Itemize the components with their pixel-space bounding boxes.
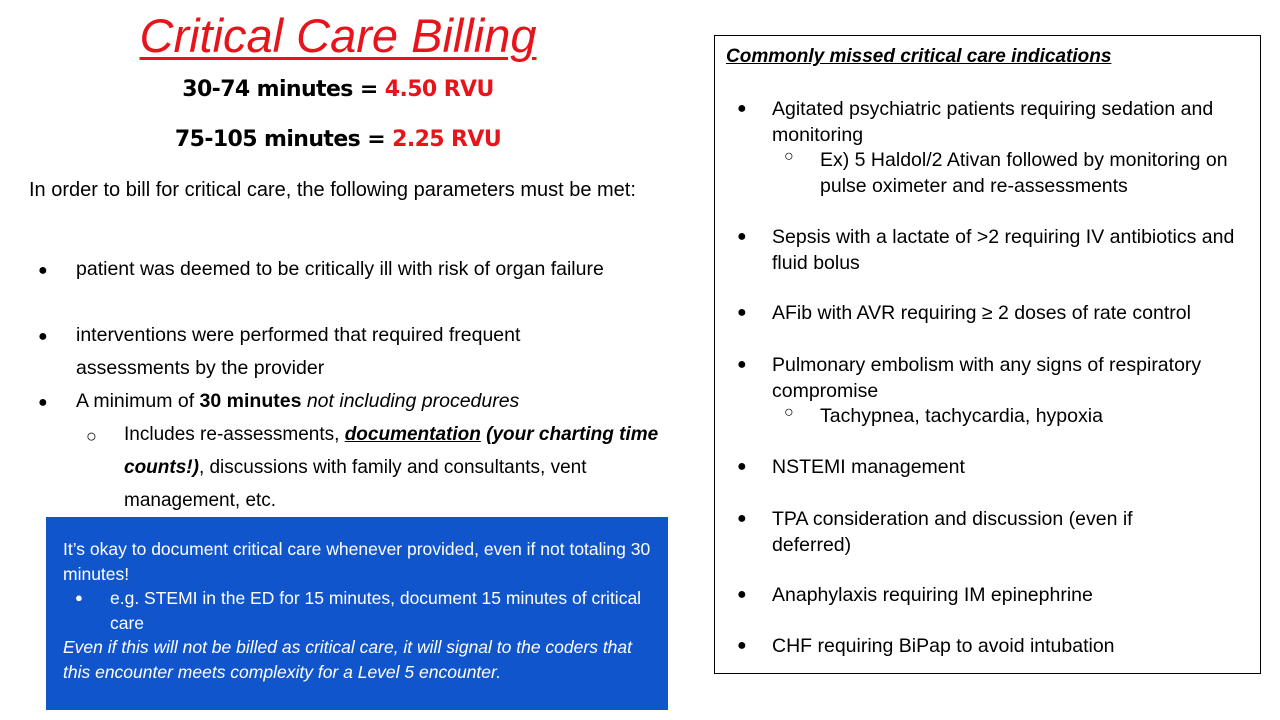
rvu-line-2: 75-105 minutes = 2.25 RVU: [0, 127, 676, 152]
callout-example-text: e.g. STEMI in the ED for 15 minutes, doc…: [110, 588, 642, 633]
callout-note: Even if this will not be billed as criti…: [63, 637, 633, 682]
criteria-subitem: Includes re-assessments, documentation (…: [124, 418, 680, 517]
bullet-icon: ●: [737, 100, 747, 117]
bold-text: 30 minutes: [199, 390, 302, 412]
indication-item: AFib with AVR requiring ≥ 2 doses of rat…: [772, 302, 1191, 324]
indication-item: TPA consideration and discussion (even i…: [772, 508, 1133, 556]
text: A minimum of: [76, 390, 200, 412]
callout-example: ● e.g. STEMI in the ED for 15 minutes, do…: [63, 586, 652, 635]
bullet-icon: ●: [737, 637, 747, 654]
bullet-icon: ●: [38, 394, 48, 411]
bullet-icon: ●: [38, 262, 48, 279]
indication-item: Sepsis with a lactate of >2 requiring IV…: [772, 226, 1235, 274]
callout-main: It’s okay to document critical care when…: [63, 539, 651, 584]
rvu-range: 30-74 minutes =: [182, 77, 385, 102]
criteria-item: interventions were performed that requir…: [76, 324, 521, 379]
indications-box: Commonly missed critical care indication…: [714, 35, 1261, 674]
slide-title: Critical Care Billing: [139, 9, 537, 62]
criteria-item: patient was deemed to be critically ill …: [76, 258, 604, 280]
rvu-value: 4.50 RVU: [384, 77, 495, 102]
bullet-icon: ●: [737, 586, 747, 603]
indication-subitem: Ex) 5 Haldol/2 Ativan followed by monito…: [820, 149, 1228, 197]
bullet-icon: ●: [737, 228, 747, 245]
bullet-icon: ●: [737, 304, 747, 321]
circle-bullet-icon: ○: [784, 148, 794, 165]
bold-italic-text: (your charting time counts!): [124, 424, 659, 478]
bullet-icon: ●: [75, 590, 83, 605]
italic-text: not including procedures: [301, 390, 520, 412]
indication-item: Pulmonary embolism with any signs of res…: [772, 354, 1202, 402]
rvu-range: 75-105 minutes =: [174, 127, 393, 152]
circle-bullet-icon: ○: [86, 426, 97, 446]
indication-item: Anaphylaxis requiring IM epinephrine: [772, 584, 1093, 606]
bullet-icon: ●: [737, 356, 747, 373]
bullet-icon: ●: [38, 328, 48, 345]
rvu-line-1: 30-74 minutes = 4.50 RVU: [0, 77, 676, 102]
indication-item: CHF requiring BiPap to avoid intubation: [772, 635, 1115, 657]
criteria-item: A minimum of 30 minutes not including pr…: [76, 385, 676, 418]
indication-item: NSTEMI management: [772, 456, 965, 478]
text: Includes re-assessments,: [124, 424, 345, 445]
circle-bullet-icon: ○: [784, 404, 794, 421]
text: , discussions with family and consultant…: [124, 457, 587, 511]
rvu-value: 2.25 RVU: [392, 127, 502, 152]
underlined-text: documentation: [344, 424, 481, 445]
bullet-icon: ●: [737, 510, 747, 527]
bullet-icon: ●: [737, 458, 747, 475]
intro-text: In order to bill for critical care, the …: [29, 179, 636, 201]
indications-title: Commonly missed critical care indication…: [726, 46, 1112, 67]
indication-item: Agitated psychiatric patients requiring …: [772, 98, 1214, 146]
callout-box: It’s okay to document critical care when…: [46, 517, 668, 710]
indication-subitem: Tachypnea, tachycardia, hypoxia: [820, 405, 1103, 427]
